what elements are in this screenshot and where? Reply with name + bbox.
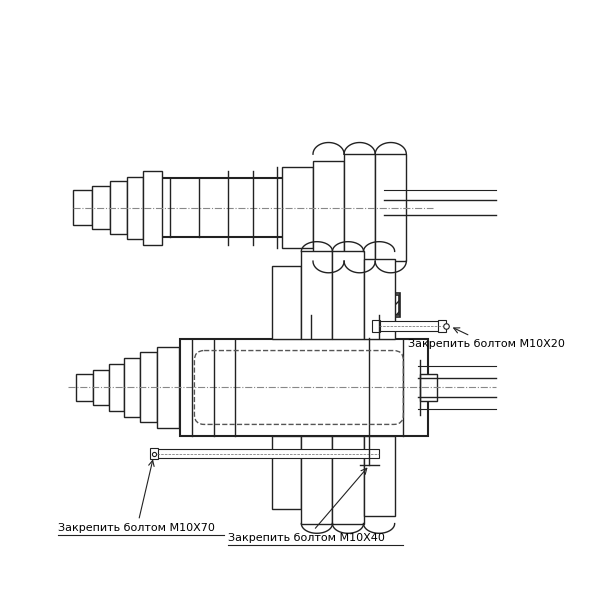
Bar [140, 352, 157, 422]
Bar [92, 186, 110, 229]
Bar [364, 436, 395, 516]
Bar [420, 374, 437, 401]
Bar [110, 181, 127, 234]
Bar [379, 322, 442, 331]
Bar [280, 293, 400, 317]
Bar [311, 317, 331, 338]
Bar [73, 190, 92, 225]
Bar [141, 178, 384, 237]
Text: Закрепить болтом М10Х20: Закрепить болтом М10Х20 [408, 328, 565, 349]
Bar [313, 161, 344, 254]
Bar [76, 374, 94, 401]
Bar [375, 154, 406, 261]
Text: Закрепить болтом М10Х40: Закрепить болтом М10Х40 [229, 468, 385, 543]
Bar [143, 171, 163, 245]
Bar [180, 339, 428, 436]
Bar [359, 317, 379, 338]
Bar [157, 347, 179, 428]
Bar [127, 176, 143, 239]
Bar [272, 266, 301, 339]
Bar [301, 251, 332, 339]
Bar [332, 251, 364, 339]
Bar [439, 320, 446, 332]
Bar [272, 436, 301, 509]
Bar [372, 320, 380, 332]
Bar [301, 436, 332, 524]
Text: Закрепить болтом М10Х70: Закрепить болтом М10Х70 [58, 460, 215, 533]
Bar [332, 436, 364, 524]
Bar [364, 259, 395, 339]
Bar [157, 449, 379, 458]
Bar [282, 295, 398, 314]
Bar [282, 167, 313, 248]
Bar [109, 364, 124, 411]
Bar [149, 448, 158, 460]
Bar [344, 154, 375, 261]
Bar [124, 358, 140, 416]
Bar [94, 370, 109, 405]
